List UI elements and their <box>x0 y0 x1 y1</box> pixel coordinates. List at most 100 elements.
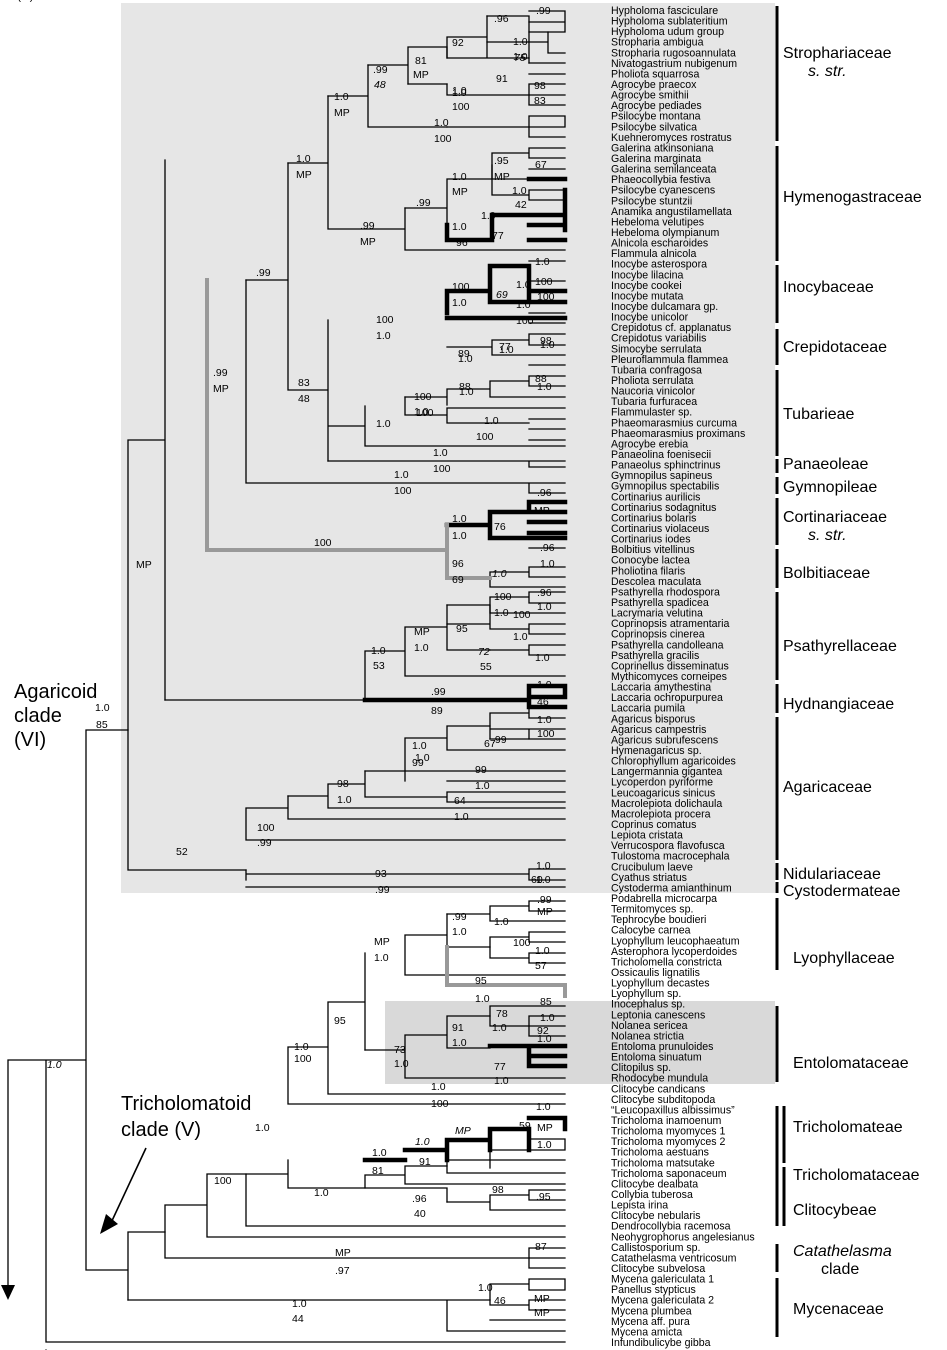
taxon-label: Panaeolina foenisecii <box>611 449 711 461</box>
support-value: 95 <box>456 623 468 635</box>
taxon-label: Tubaria furfuracea <box>611 396 697 408</box>
support-value: 91 <box>452 1022 464 1034</box>
support-value: 69 <box>452 574 464 586</box>
support-value: 1.0 <box>414 406 429 418</box>
family-label: Nidulariaceae <box>783 866 881 883</box>
support-value: .96 <box>412 1193 427 1205</box>
taxon-label: Cortinarius iodes <box>611 534 691 546</box>
taxon-label: Phaeocollybia festiva <box>611 174 711 186</box>
support-value: 1.0 <box>394 469 409 481</box>
taxon-label: Cortinarius sodagnitus <box>611 502 716 514</box>
taxon-label: “Leucopaxillus albissimus” <box>611 1104 735 1116</box>
support-value: 1.0 <box>433 447 448 459</box>
taxon-label: Lacrymaria velutina <box>611 608 703 620</box>
taxon-label: Clitocybe subditopoda <box>611 1094 715 1106</box>
support-value: .99 <box>360 220 375 232</box>
support-value: 1.0 <box>492 1022 507 1034</box>
support-value: 1.0 <box>0 0 15 3</box>
support-value: 1.0 <box>540 339 555 351</box>
support-value: 100 <box>431 1098 449 1110</box>
taxon-label: Lyophyllum decastes <box>611 978 710 990</box>
taxon-label: Agrocybe erebia <box>611 438 688 450</box>
family-label-suffix: s. str. <box>808 63 847 80</box>
support-value: 100 <box>494 591 512 603</box>
support-value: 77 <box>494 1061 506 1073</box>
family-label: Hydnangiaceae <box>783 696 894 713</box>
support-value: MP <box>494 171 510 183</box>
support-value: 1.0 <box>255 1122 270 1134</box>
support-value: 1.0 <box>475 993 490 1005</box>
family-label: Panaeoleae <box>783 456 869 473</box>
taxon-label: Lepista irina <box>611 1200 668 1212</box>
support-value: 83 <box>298 377 310 389</box>
taxon-label: Laccaria pumila <box>611 703 685 715</box>
support-value: .99 <box>416 197 431 209</box>
support-value: MP <box>136 559 152 571</box>
family-label: Clitocybeae <box>793 1202 877 1219</box>
taxon-label: Tricholoma myomyces 2 <box>611 1136 726 1148</box>
support-value: 100 <box>294 1053 312 1065</box>
support-value: 1.0 <box>540 1012 555 1024</box>
family-label: Inocybaceae <box>783 279 874 296</box>
taxon-label: Mycena plumbea <box>611 1305 692 1317</box>
taxon-label: Inocybe dulcamara gp. <box>611 301 718 313</box>
taxon-label: Leptonia canescens <box>611 1009 705 1021</box>
support-value: 100 <box>537 728 555 740</box>
taxon-label: Kuehneromyces rostratus <box>611 132 732 144</box>
support-value: 1.0 <box>458 353 473 365</box>
taxon-label: Panellus stypticus <box>611 1284 696 1296</box>
taxon-label: Infundibulicybe gibba <box>611 1337 711 1349</box>
taxon-label: Psilocybe stuntzii <box>611 195 692 207</box>
support-value: 1.0 <box>481 210 496 222</box>
taxon-label: Mycena amicta <box>611 1326 682 1338</box>
taxon-label: Tricholomella constricta <box>611 956 722 968</box>
family-label-suffix: clade <box>821 1261 859 1278</box>
support-value: .99 <box>492 734 507 746</box>
support-value: MP <box>534 505 550 517</box>
support-value: MP <box>537 906 553 918</box>
taxon-label: Callistosporium sp. <box>611 1242 701 1254</box>
support-value: 1.0 <box>537 714 552 726</box>
support-value: 1.0 <box>452 1037 467 1049</box>
taxon-label: Galerina marginata <box>611 153 701 165</box>
taxon-label: Dendrocollybia racemosa <box>611 1221 731 1233</box>
support-value: 1.0 <box>536 1101 551 1113</box>
family-label: Gymnopileae <box>783 479 877 496</box>
support-value: 1.0 <box>484 415 499 427</box>
support-value: 85 <box>540 996 552 1008</box>
taxon-label: Inocybe lilacina <box>611 269 684 281</box>
support-value: 63 <box>0 0 12 3</box>
taxon-label: Cortinarius violaceus <box>611 523 709 535</box>
support-value: 1.0 <box>452 297 467 309</box>
support-value: .99 <box>452 911 467 923</box>
support-value: 46 <box>494 1295 506 1307</box>
support-value: .96 <box>537 587 552 599</box>
support-value: 98 <box>534 80 546 92</box>
taxon-label: Crepidotus cf. applanatus <box>611 322 731 334</box>
taxon-label: Podabrella microcarpa <box>611 893 717 905</box>
support-value: 52 <box>176 846 188 858</box>
taxon-label: Flammulaster sp. <box>611 407 692 419</box>
support-value: .95 <box>536 1191 551 1203</box>
taxon-label: Hypholoma sublateritium <box>611 16 728 28</box>
taxon-label: Tricholoma myomyces 1 <box>611 1126 726 1138</box>
taxon-label: Phaeomarasmius curcuma <box>611 417 737 429</box>
support-value: 1.0 <box>415 752 430 764</box>
support-value: 1.0 <box>374 952 389 964</box>
support-value: 89 <box>458 348 470 360</box>
taxon-label: Agrocybe pediades <box>611 100 702 112</box>
support-value: 1.0 <box>0 0 15 3</box>
taxon-label: Tricholoma aestuans <box>611 1147 709 1159</box>
support-value: 81 <box>372 1165 384 1177</box>
support-value: 100 <box>314 537 332 549</box>
support-value: .96 <box>537 487 552 499</box>
support-value: 1.0 <box>512 185 527 197</box>
taxon-label: Clitocybe subvelosa <box>611 1263 705 1275</box>
support-value: 1.0 <box>452 530 467 542</box>
taxon-label: Tubaria confragosa <box>611 364 702 376</box>
support-value: .99 <box>536 5 551 17</box>
support-value: MP <box>414 626 430 638</box>
support-value: 1.0 <box>516 279 531 291</box>
support-value: .96 <box>494 13 509 25</box>
